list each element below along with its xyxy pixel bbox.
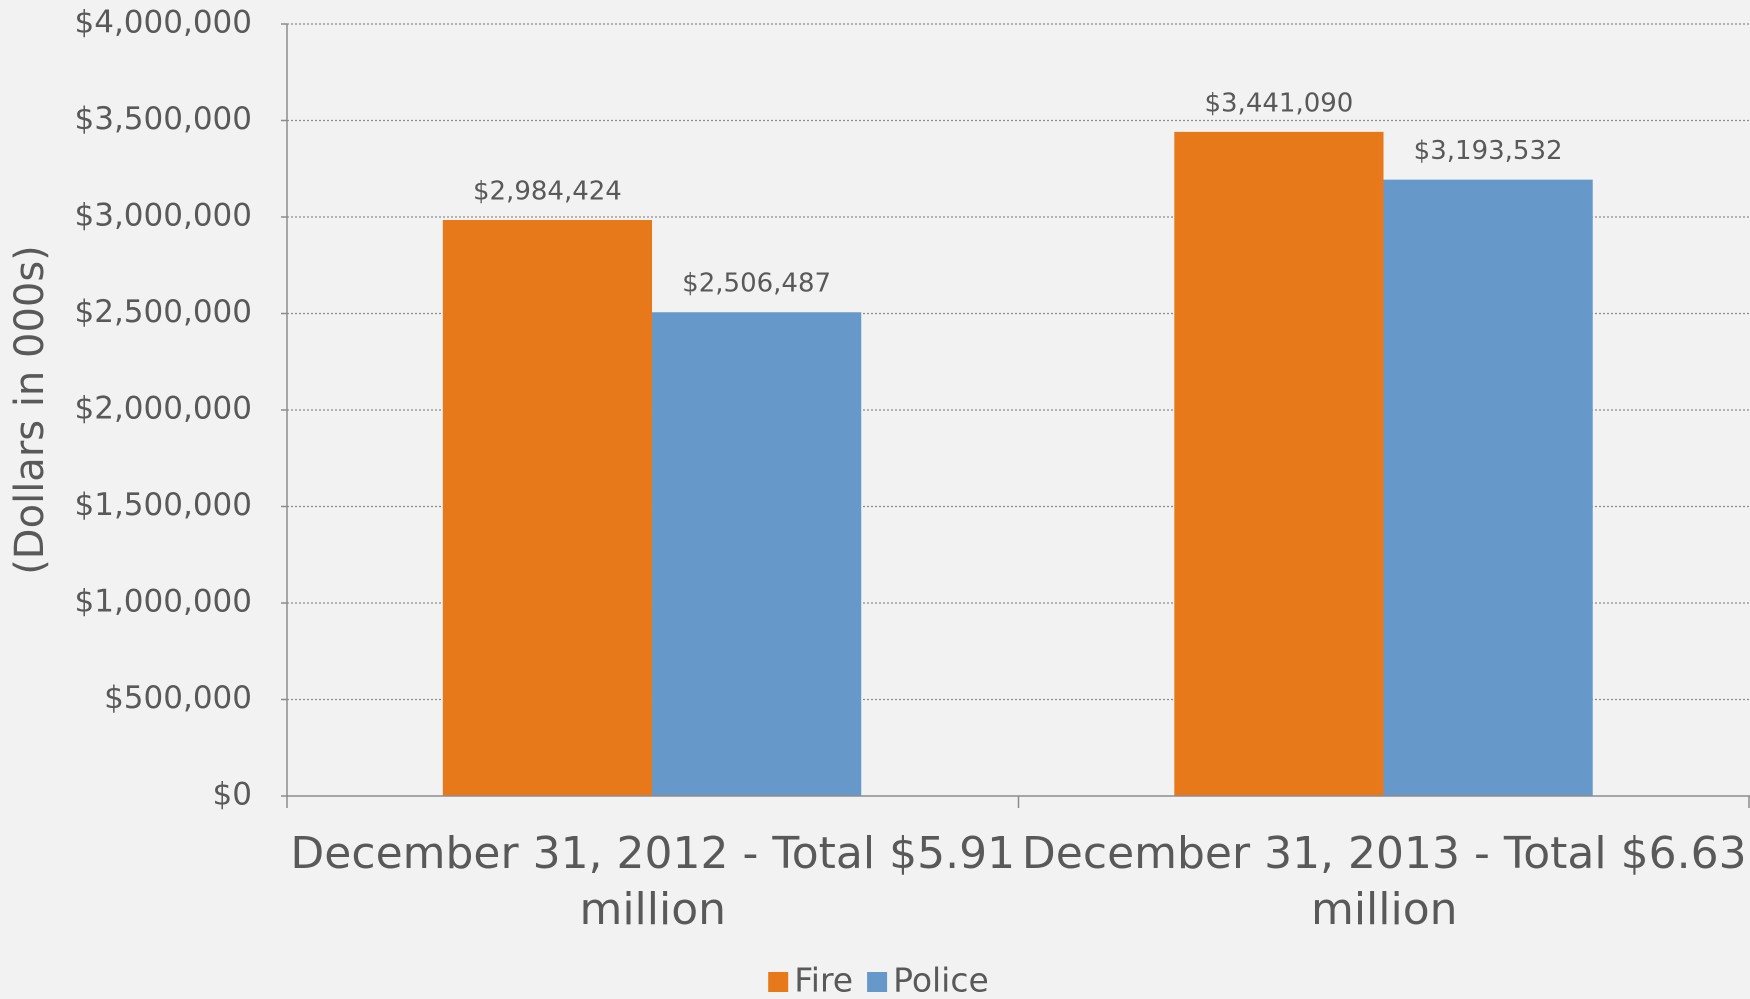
bar <box>1174 131 1384 796</box>
bar <box>652 312 862 796</box>
y-tick-label: $1,000,000 <box>75 584 253 620</box>
legend-label: Fire <box>794 961 853 999</box>
data-label: $2,506,487 <box>682 269 831 299</box>
legend-label: Police <box>893 961 989 999</box>
legend-swatch <box>867 972 888 992</box>
y-axis-label: (Dollars in 000s) <box>7 245 53 575</box>
data-label: $2,984,424 <box>473 177 622 207</box>
y-tick-label: $2,500,000 <box>75 294 253 330</box>
y-tick-label: $1,500,000 <box>75 487 253 523</box>
x-tick-label: December 31, 2013 - Total $6.63 million <box>1021 828 1747 935</box>
y-tick-label: $0 <box>213 777 252 813</box>
y-tick-label: $2,000,000 <box>75 391 253 427</box>
data-label: $3,441,090 <box>1204 88 1353 118</box>
bar <box>442 220 653 796</box>
y-tick-label: $3,500,000 <box>75 101 253 137</box>
bar <box>1383 179 1593 797</box>
y-tick-label: $4,000,000 <box>75 5 253 41</box>
x-tick-label: December 31, 2012 - Total $5.91 million <box>290 828 1016 935</box>
y-tick-label: $500,000 <box>104 680 252 716</box>
legend: Fire Police <box>768 961 989 999</box>
legend-swatch <box>768 972 789 992</box>
data-label: $3,193,532 <box>1414 136 1563 166</box>
y-tick-label: $3,000,000 <box>75 198 253 234</box>
